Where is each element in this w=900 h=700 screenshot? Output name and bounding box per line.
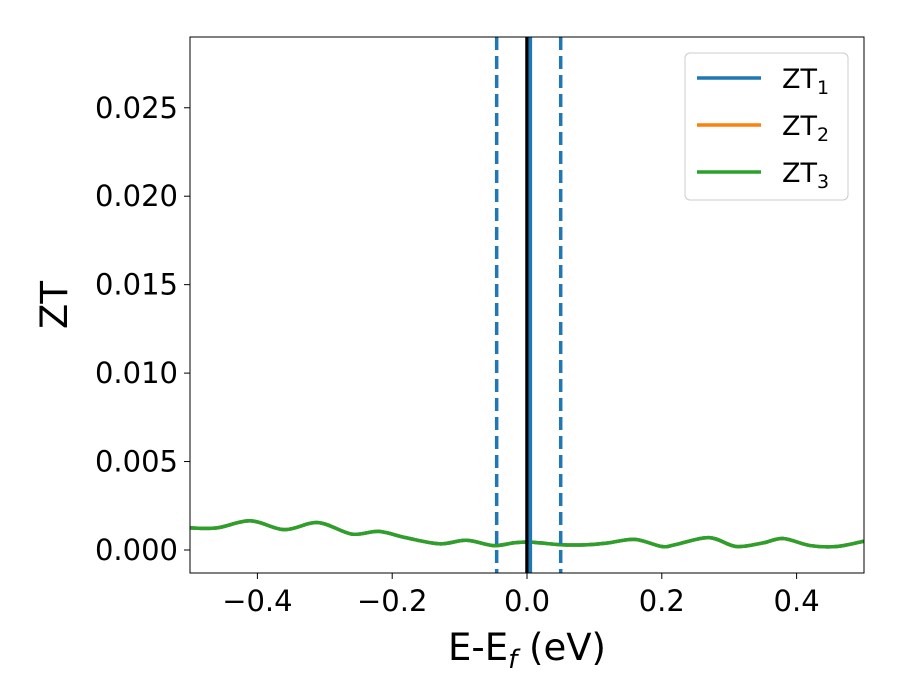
y-tick-label: 0.000 <box>95 533 178 567</box>
y-tick-label: 0.020 <box>95 179 178 213</box>
x-tick-label: −0.2 <box>357 584 427 618</box>
legend-label-zt3: ZT3 <box>782 158 829 193</box>
y-tick-label: 0.010 <box>95 356 178 390</box>
x-tick-label: −0.4 <box>222 584 292 618</box>
y-axis: 0.000 0.005 0.010 0.015 0.020 0.025 <box>95 91 190 567</box>
legend-box <box>684 52 849 201</box>
x-tick-label: 0.0 <box>504 584 550 618</box>
legend-label-zt2: ZT2 <box>782 111 829 146</box>
x-axis: −0.4 −0.2 0.0 0.2 0.4 <box>222 573 820 618</box>
legend-label-zt1: ZT1 <box>782 64 829 99</box>
plot-area <box>190 37 864 573</box>
y-axis-label: ZT <box>33 281 76 329</box>
x-axis-label: E-Ef (eV) <box>448 626 606 675</box>
x-tick-label: 0.4 <box>774 584 820 618</box>
y-tick-label: 0.025 <box>95 91 178 125</box>
y-tick-label: 0.015 <box>95 268 178 302</box>
y-tick-label: 0.005 <box>95 445 178 479</box>
series-line-zt3 <box>190 519 864 549</box>
x-tick-label: 0.2 <box>639 584 685 618</box>
legend: ZT1 ZT2 ZT3 <box>684 52 849 201</box>
